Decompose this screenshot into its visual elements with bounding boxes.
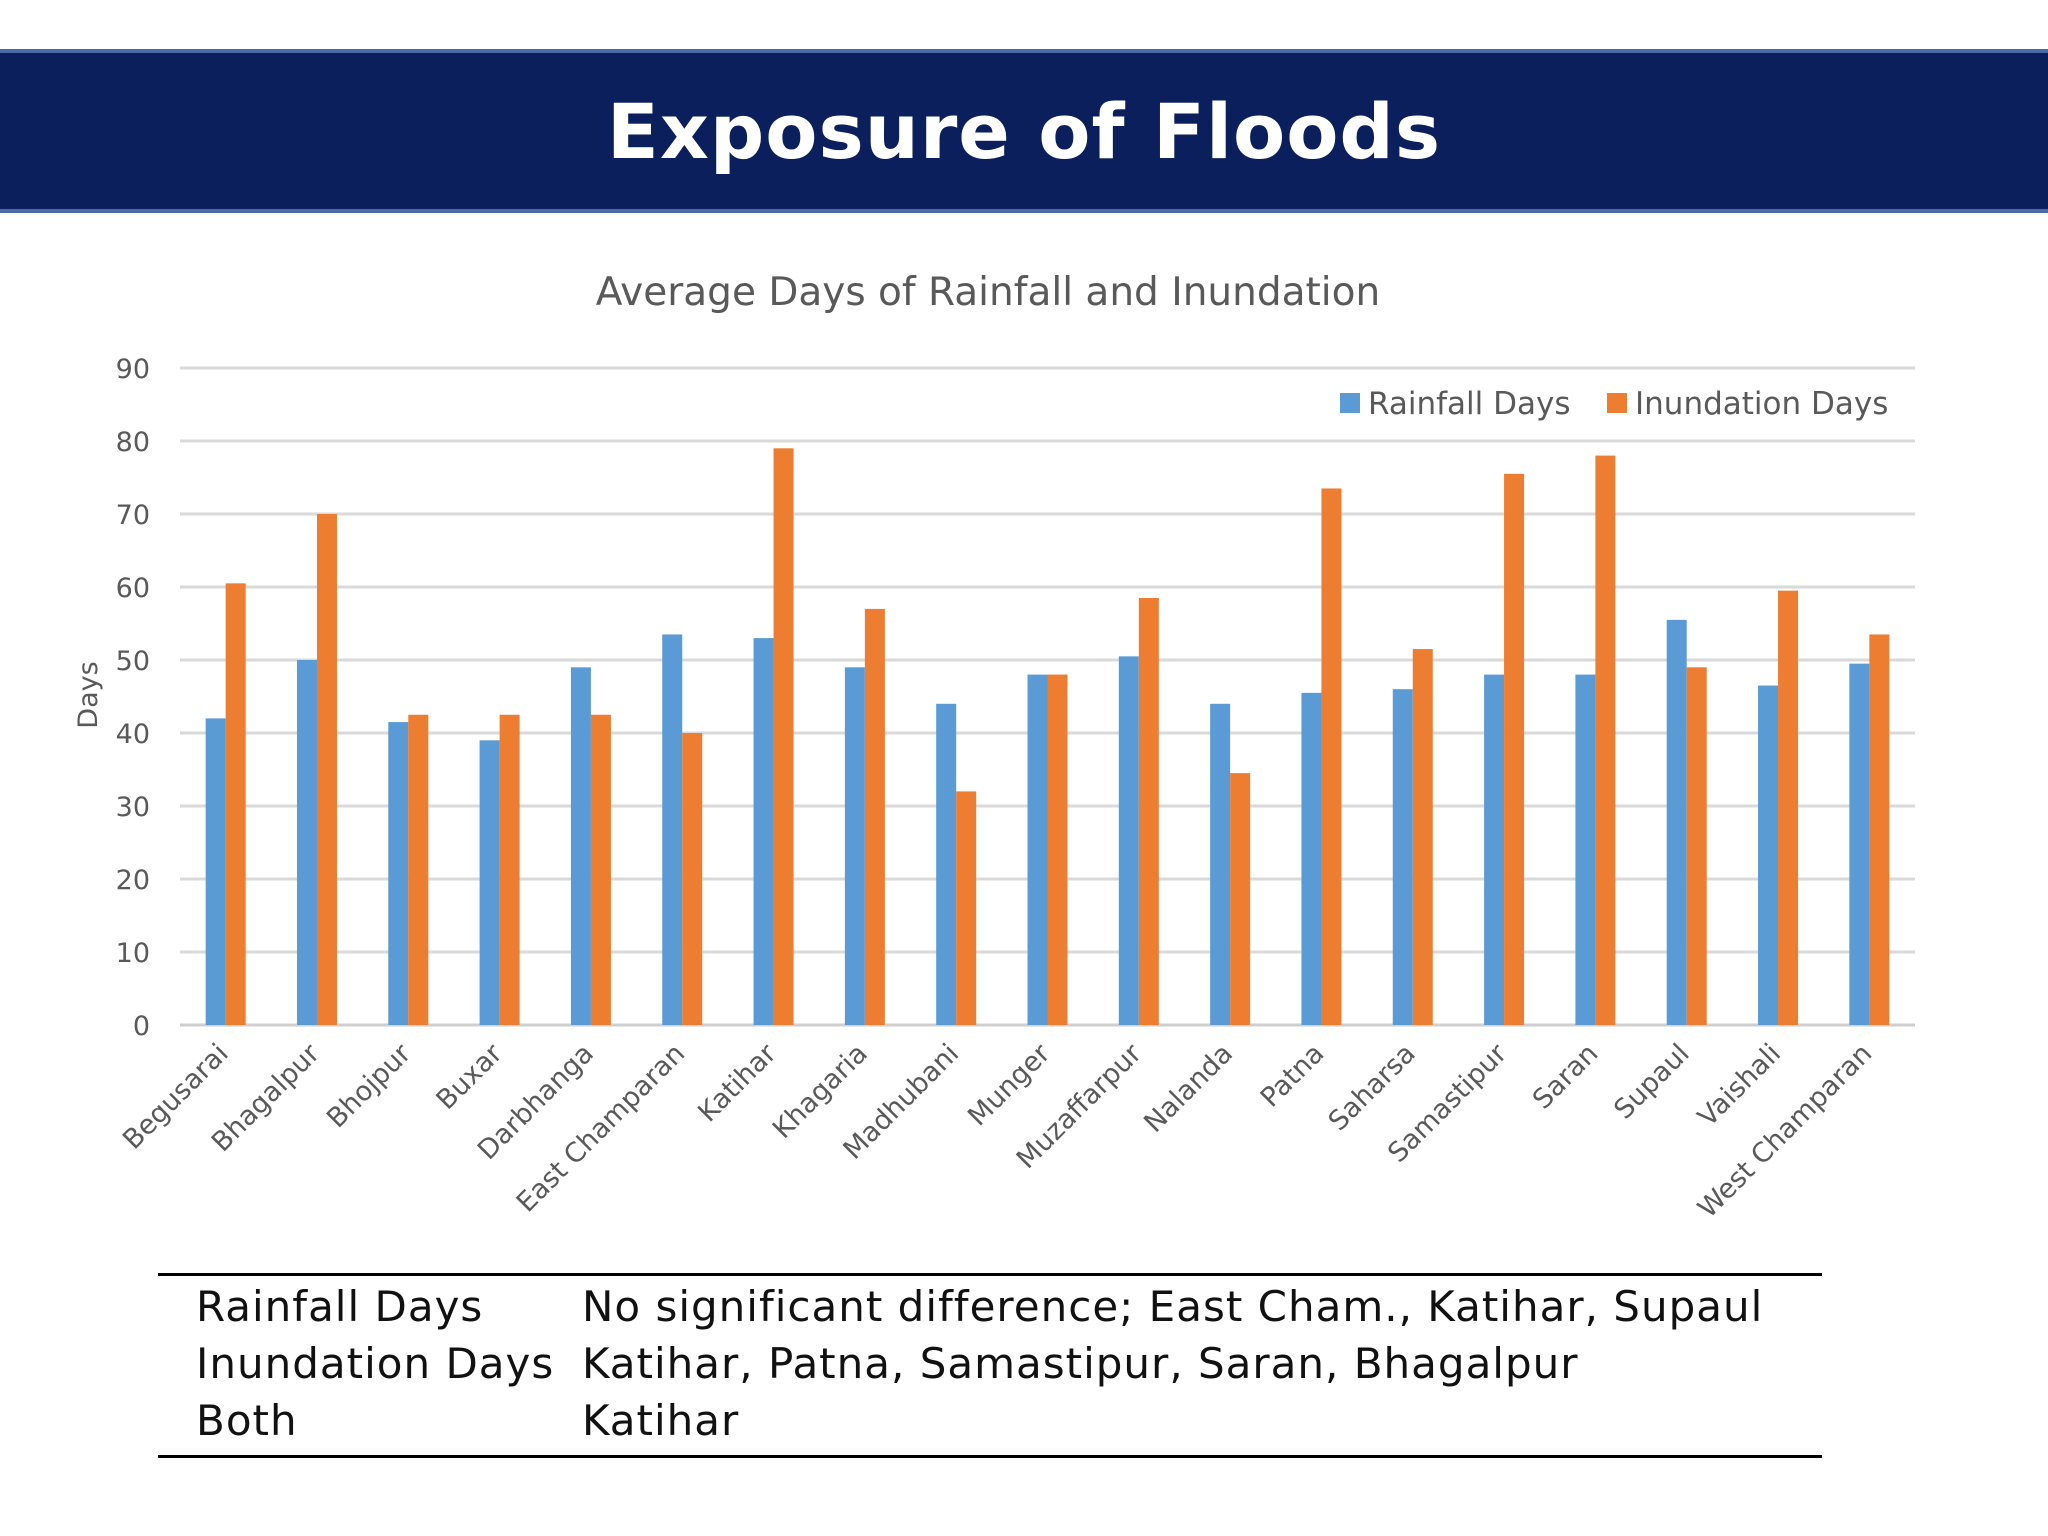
y-tick-labels: 0 10 20 30 40 50 60 70 80 90 — [116, 354, 150, 1042]
bar-rainfall — [753, 638, 774, 1025]
bar-rainfall — [388, 722, 409, 1025]
y-tick-label: 50 — [116, 646, 150, 677]
bar-rainfall — [1301, 692, 1322, 1025]
bar-inundation — [1412, 649, 1433, 1025]
bar-rainfall — [1027, 674, 1048, 1025]
bar-inundation — [1138, 597, 1159, 1025]
y-tick-label: 10 — [116, 938, 150, 969]
bar-rainfall — [205, 718, 226, 1025]
bar-inundation — [773, 448, 794, 1025]
slide-title: Exposure of Floods — [606, 86, 1442, 176]
bar-inundation — [225, 583, 246, 1025]
bar-rainfall — [1118, 656, 1139, 1025]
x-category-label: Supaul — [1608, 1038, 1695, 1125]
bar-inundation — [1686, 667, 1707, 1025]
summary-row-rainfall: Rainfall Days No significant difference;… — [158, 1278, 1822, 1335]
x-category-label: West Champaran — [1692, 1038, 1878, 1224]
bar-inundation — [316, 514, 337, 1025]
bar-rainfall — [1666, 619, 1687, 1025]
summary-value: Katihar, Patna, Samastipur, Saran, Bhaga… — [582, 1339, 1579, 1388]
legend-swatch — [1340, 393, 1360, 413]
bar-rainfall — [936, 703, 957, 1025]
bar-rainfall — [1392, 689, 1413, 1025]
y-tick-label: 40 — [116, 719, 150, 750]
x-category-label: Munger — [962, 1037, 1057, 1132]
bar-inundation — [1504, 473, 1525, 1026]
x-category-label: Bhojpur — [321, 1037, 418, 1134]
x-category-label: East Champaran — [511, 1038, 691, 1218]
summary-label: Rainfall Days — [196, 1282, 484, 1331]
summary-value: Katihar — [582, 1396, 740, 1445]
bar-inundation — [1869, 634, 1890, 1025]
chart-area: Average Days of Rainfall and Inundation … — [0, 240, 2048, 1280]
y-tick-label: 0 — [133, 1011, 150, 1042]
bar-inundation — [590, 714, 611, 1025]
y-tick-label: 90 — [116, 354, 150, 385]
bar-inundation — [1595, 455, 1616, 1026]
bar-rainfall — [1210, 703, 1231, 1025]
bar-inundation — [864, 608, 885, 1025]
y-tick-label: 20 — [116, 865, 150, 896]
bar-inundation — [408, 714, 429, 1025]
chart-title: Average Days of Rainfall and Inundation — [596, 270, 1380, 315]
y-tick-label: 70 — [116, 500, 150, 531]
summary-row-both: Both Katihar — [158, 1392, 1822, 1449]
bar-inundation — [1321, 488, 1342, 1025]
summary-table: Rainfall Days No significant difference;… — [158, 1273, 1822, 1458]
x-category-label: Vaishali — [1692, 1038, 1787, 1133]
bar-rainfall — [662, 634, 683, 1025]
y-tick-label: 80 — [116, 427, 150, 458]
bars — [205, 448, 1890, 1026]
slide-header: Exposure of Floods — [0, 49, 2048, 213]
bar-rainfall — [570, 667, 591, 1025]
summary-label: Inundation Days — [196, 1339, 555, 1388]
bar-rainfall — [1575, 674, 1596, 1025]
bar-inundation — [499, 714, 520, 1025]
bar-inundation — [956, 791, 977, 1025]
bar-rainfall — [1758, 685, 1779, 1025]
legend-label: Inundation Days — [1635, 386, 1888, 422]
legend-label: Rainfall Days — [1368, 386, 1570, 422]
summary-row-inundation: Inundation Days Katihar, Patna, Samastip… — [158, 1335, 1822, 1392]
x-category-label: Nalanda — [1138, 1038, 1239, 1139]
bar-rainfall — [479, 740, 500, 1025]
legend-swatch — [1607, 393, 1627, 413]
bar-inundation — [1778, 590, 1799, 1025]
bar-rainfall — [1484, 674, 1505, 1025]
summary-label: Both — [196, 1396, 298, 1445]
y-tick-label: 60 — [116, 573, 150, 604]
summary-value: No significant difference; East Cham., K… — [582, 1282, 1764, 1331]
bar-inundation — [682, 733, 703, 1025]
x-category-label: Katihar — [692, 1037, 783, 1128]
y-tick-label: 30 — [116, 792, 150, 823]
bar-inundation — [1047, 674, 1068, 1025]
bar-rainfall — [296, 660, 317, 1025]
legend: Rainfall Days Inundation Days — [1340, 386, 1888, 422]
y-axis-title: Days — [73, 661, 104, 728]
bar-chart: Average Days of Rainfall and Inundation … — [73, 270, 1915, 1224]
x-category-label: Saran — [1527, 1038, 1604, 1115]
x-category-label: Buxar — [431, 1037, 510, 1116]
x-category-label: Patna — [1255, 1038, 1331, 1114]
bar-rainfall — [1849, 663, 1870, 1025]
bar-inundation — [1230, 773, 1251, 1025]
bar-rainfall — [844, 667, 865, 1025]
